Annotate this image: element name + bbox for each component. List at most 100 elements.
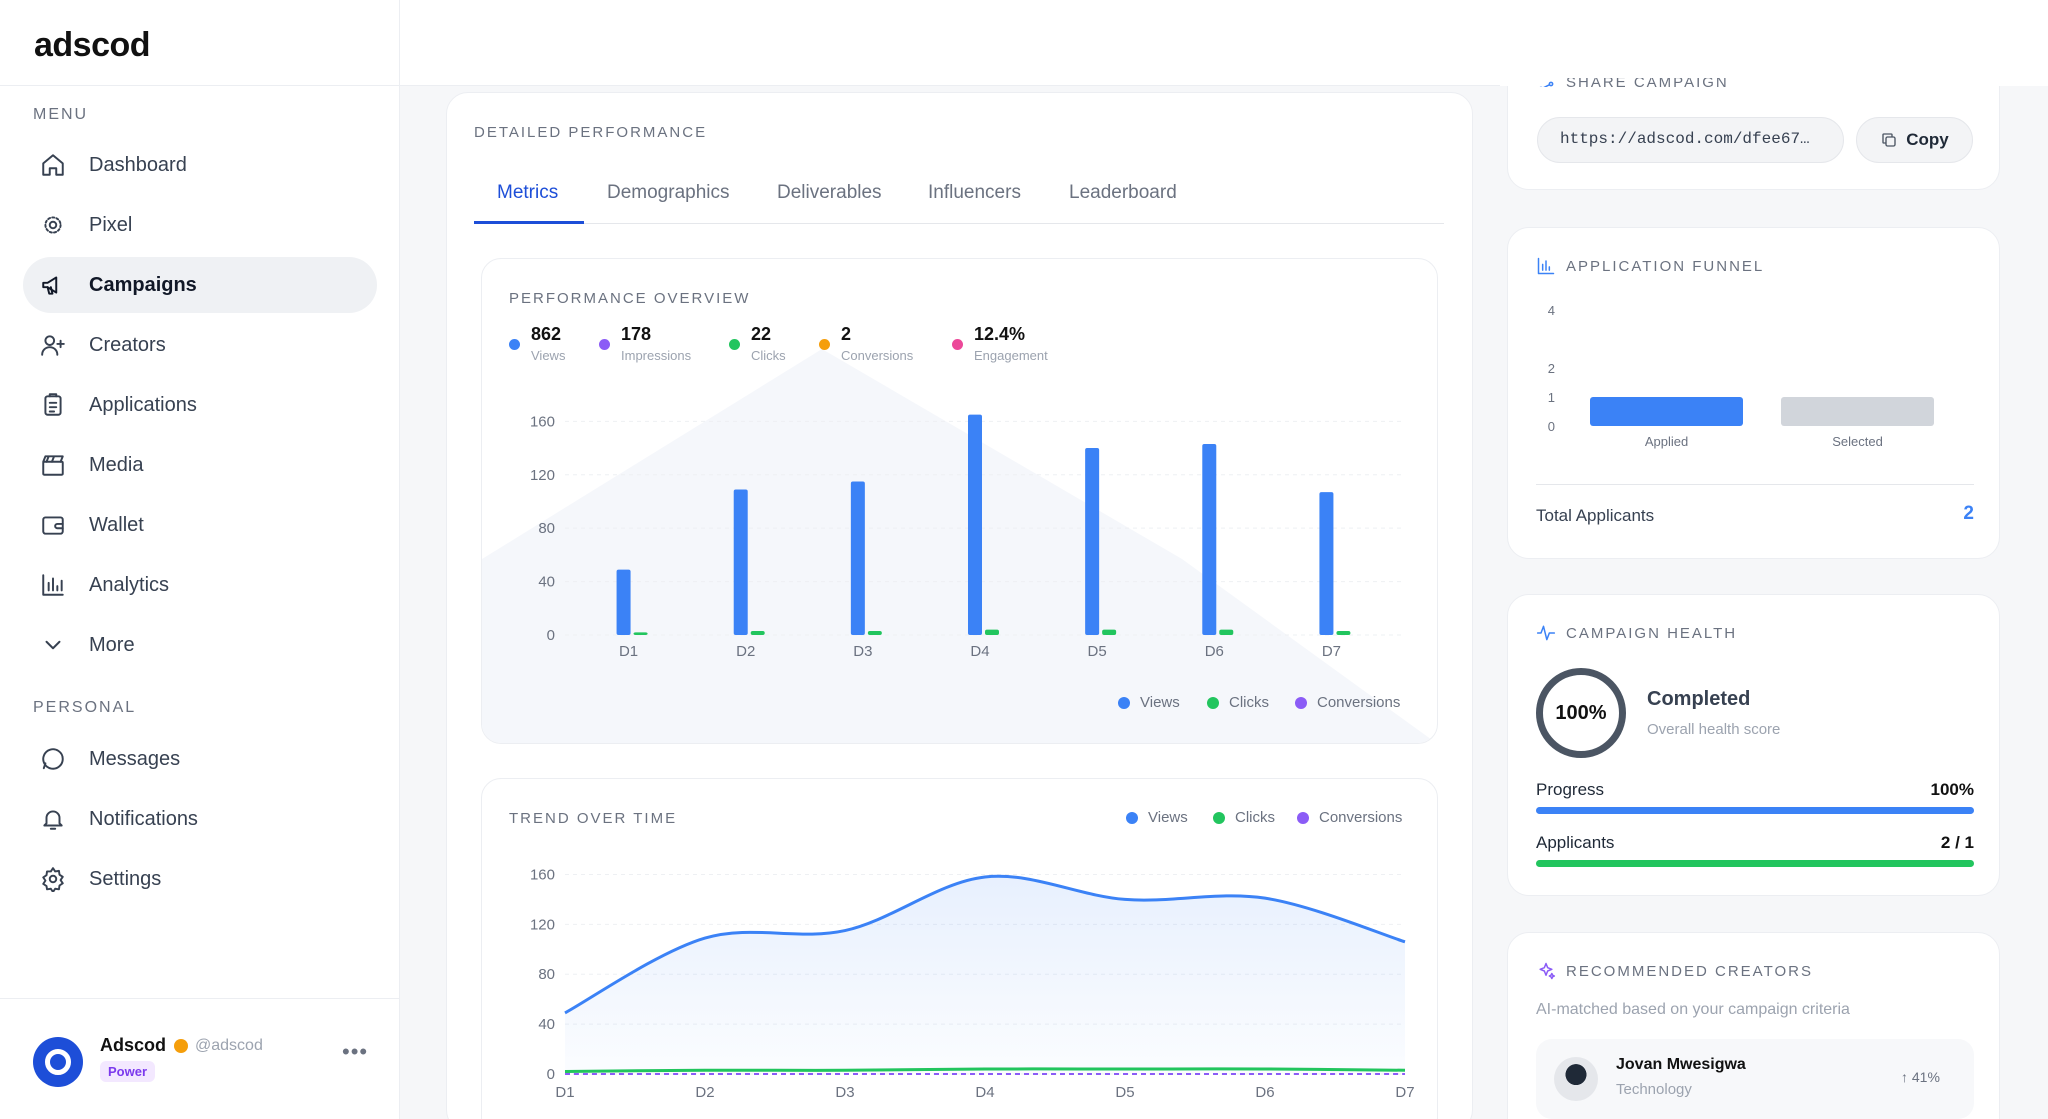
megaphone-icon: [39, 271, 67, 299]
legend-label: Views: [1148, 809, 1188, 826]
recommended-subtitle: AI-matched based on your campaign criter…: [1536, 1001, 1850, 1018]
progress-bar: [1536, 807, 1974, 814]
brand-logo[interactable]: adscod: [34, 26, 151, 64]
bar-views: [733, 489, 748, 635]
avatar: [33, 1037, 83, 1087]
y-tick-label: 120: [530, 916, 555, 933]
total-applicants-label: Total Applicants: [1536, 506, 1655, 525]
stat-value: 862: [531, 324, 562, 344]
top-bar-overlay: [1500, 0, 2048, 86]
bar-clicks: [750, 630, 765, 635]
detailed-performance-title: DETAILED PERFORMANCE: [474, 124, 708, 141]
sidebar-item-creators[interactable]: Creators: [23, 317, 377, 373]
bar-legend-conversions: Conversions: [1295, 694, 1400, 711]
x-tick-label: D2: [736, 643, 755, 660]
tab-deliverables[interactable]: Deliverables: [777, 182, 882, 203]
divider: [1536, 484, 1974, 485]
y-tick-label: 0: [1548, 419, 1555, 434]
stat-value: 12.4%: [974, 324, 1026, 344]
legend-dot: [729, 339, 740, 350]
bar-views: [1319, 492, 1334, 635]
x-tick-label: Selected: [1832, 434, 1883, 449]
recommended-creators-title: RECOMMENDED CREATORS: [1566, 963, 1813, 980]
profile-handle: @adscod: [195, 1037, 263, 1054]
x-tick-label: D6: [1255, 1084, 1274, 1101]
bar-legend-views: Views: [1118, 694, 1180, 711]
sidebar-item-analytics[interactable]: Analytics: [23, 557, 377, 613]
stat-value: 2: [841, 324, 852, 344]
divider: [0, 85, 400, 86]
progress-label: Progress: [1536, 780, 1605, 799]
legend-dot: [819, 339, 830, 350]
sidebar-item-pixel[interactable]: Pixel: [23, 197, 377, 253]
trend-line-chart: 0 40 80 120 160 D1 D2 D3 D4 D5 D6 D7: [530, 866, 1415, 1101]
stat-label: Engagement: [974, 348, 1048, 363]
x-tick-label: Applied: [1645, 434, 1688, 449]
bar-views: [1085, 448, 1100, 635]
copy-button[interactable]: Copy: [1856, 117, 1973, 163]
sidebar-item-messages[interactable]: Messages: [23, 731, 377, 787]
gear-icon: [39, 865, 67, 893]
sidebar-item-more[interactable]: More: [23, 617, 377, 673]
y-tick-label: 160: [530, 413, 555, 430]
legend-label: Clicks: [1235, 809, 1275, 826]
stat-value: 22: [751, 324, 772, 344]
plan-badge: Power: [100, 1061, 156, 1082]
share-icon: [1536, 79, 1556, 87]
x-tick-label: D1: [555, 1084, 574, 1101]
sidebar-item-label: Notifications: [89, 807, 198, 830]
tab-leaderboard[interactable]: Leaderboard: [1069, 182, 1177, 203]
bar-clicks: [1102, 629, 1117, 635]
creator-match-score: ↑ 41%: [1901, 1069, 1940, 1085]
tab-demographics[interactable]: Demographics: [607, 182, 730, 203]
tab-influencers[interactable]: Influencers: [928, 182, 1021, 203]
sidebar-item-dashboard[interactable]: Dashboard: [23, 137, 377, 193]
applicants-bar: [1536, 860, 1974, 867]
application-funnel-card: [1507, 227, 2000, 559]
bar-clicks: [633, 632, 648, 635]
y-tick-label: 4: [1548, 303, 1555, 318]
stat-value: 178: [621, 324, 652, 344]
bar-chart-icon: [39, 571, 67, 599]
creator-category: Technology: [1616, 1081, 1692, 1098]
profile-card[interactable]: Adscod @adscod Power •••: [0, 998, 400, 1119]
x-tick-label: D4: [975, 1084, 994, 1101]
y-tick-label: 2: [1548, 361, 1555, 376]
trend-over-time-title: TREND OVER TIME: [509, 810, 678, 827]
sidebar-item-settings[interactable]: Settings: [23, 851, 377, 907]
sidebar-item-label: Campaigns: [89, 273, 197, 296]
active-tab-indicator: [474, 221, 584, 224]
profile-name: Adscod: [100, 1035, 167, 1055]
funnel-bar: [1590, 397, 1743, 426]
y-tick-label: 1: [1548, 390, 1555, 405]
more-options-button[interactable]: •••: [342, 1039, 369, 1064]
share-url-field[interactable]: https://adscod.com/dfee67…: [1537, 117, 1844, 163]
legend-dot: [599, 339, 610, 350]
stat-label: Clicks: [751, 348, 786, 363]
sparkles-icon: [1536, 961, 1556, 981]
sidebar-item-campaigns[interactable]: Campaigns: [23, 257, 377, 313]
sidebar-item-notifications[interactable]: Notifications: [23, 791, 377, 847]
bar-clicks: [1219, 629, 1234, 635]
funnel-bar: [1781, 397, 1934, 426]
creator-list-item[interactable]: Jovan Mwesigwa Technology ↑ 41%: [1536, 1039, 1974, 1119]
pixel-icon: [39, 211, 67, 239]
health-status: Completed: [1647, 688, 1751, 710]
legend-label: Clicks: [1229, 694, 1269, 711]
clicks-line: [564, 1067, 1406, 1074]
stat-label: Conversions: [841, 348, 914, 363]
sidebar-item-applications[interactable]: Applications: [23, 377, 377, 433]
tab-metrics[interactable]: Metrics: [497, 182, 559, 203]
performance-overview-title: PERFORMANCE OVERVIEW: [509, 290, 751, 307]
message-circle-icon: [39, 745, 67, 773]
sidebar-item-wallet[interactable]: Wallet: [23, 497, 377, 553]
stat-label: Views: [531, 348, 566, 363]
menu-section-label: MENU: [33, 106, 89, 123]
applicants-value: 2 / 1: [1940, 833, 1974, 852]
applicants-bar-fill: [1536, 860, 1974, 867]
wallet-icon: [39, 511, 67, 539]
creator-name: Jovan Mwesigwa: [1616, 1056, 1746, 1073]
applicants-label: Applicants: [1536, 833, 1615, 852]
share-campaign-title: SHARE CAMPAIGN: [1566, 78, 1729, 87]
sidebar-item-media[interactable]: Media: [23, 437, 377, 493]
